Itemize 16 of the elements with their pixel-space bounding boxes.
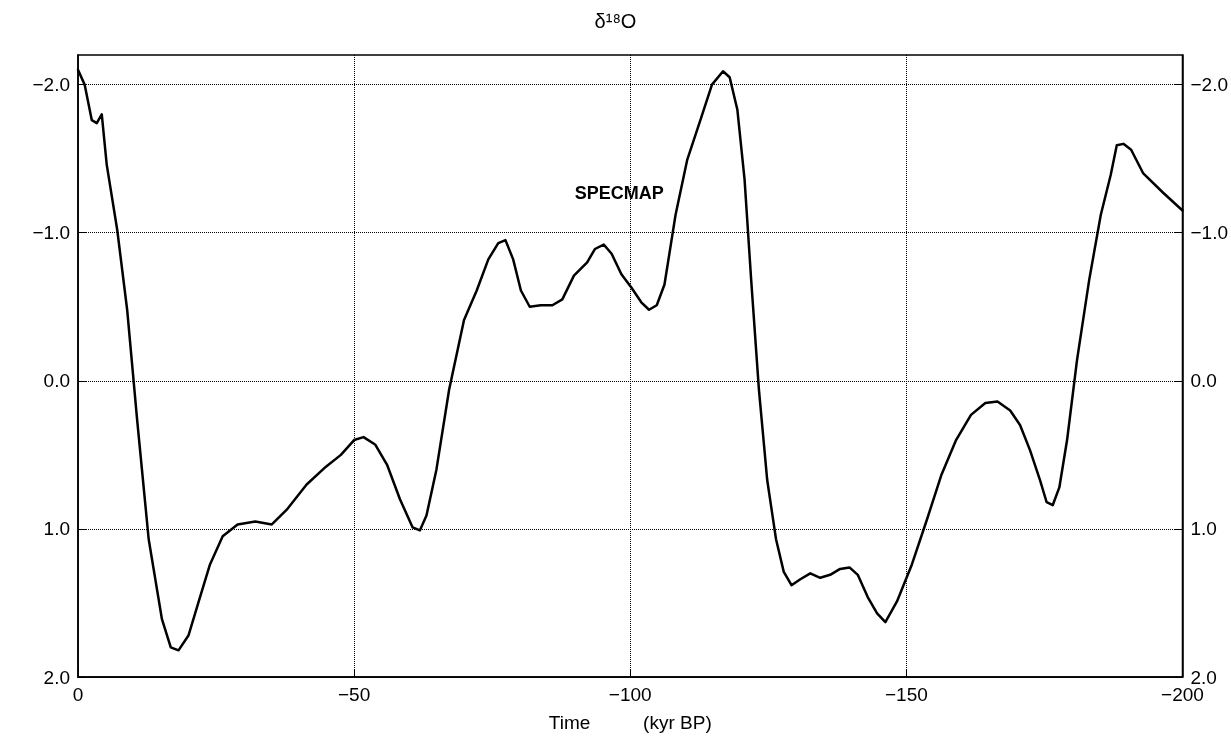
y-tick-label: 0.0 — [43, 370, 70, 392]
x-tick-label: −100 — [608, 684, 652, 705]
y-tick-label: −2.0 — [32, 74, 70, 96]
y2-tick-label: 0.0 — [1190, 370, 1217, 392]
y-tick-label: 2.0 — [43, 666, 70, 688]
y2-tick-label: −1.0 — [1190, 222, 1229, 244]
y-tick-label: 1.0 — [43, 518, 70, 540]
x-tick-label: −50 — [338, 684, 371, 705]
series-label: SPECMAP — [574, 182, 664, 203]
y2-tick-label: −2.0 — [1190, 74, 1229, 96]
x-axis-title: Time (kyr BP) — [548, 712, 712, 733]
x-tick-label: 0 — [72, 684, 84, 705]
x-tick-label: −150 — [884, 684, 928, 705]
chart-title: δ¹⁸O — [594, 10, 637, 32]
y-tick-label: −1.0 — [32, 222, 70, 244]
y2-tick-label: 1.0 — [1190, 518, 1217, 540]
